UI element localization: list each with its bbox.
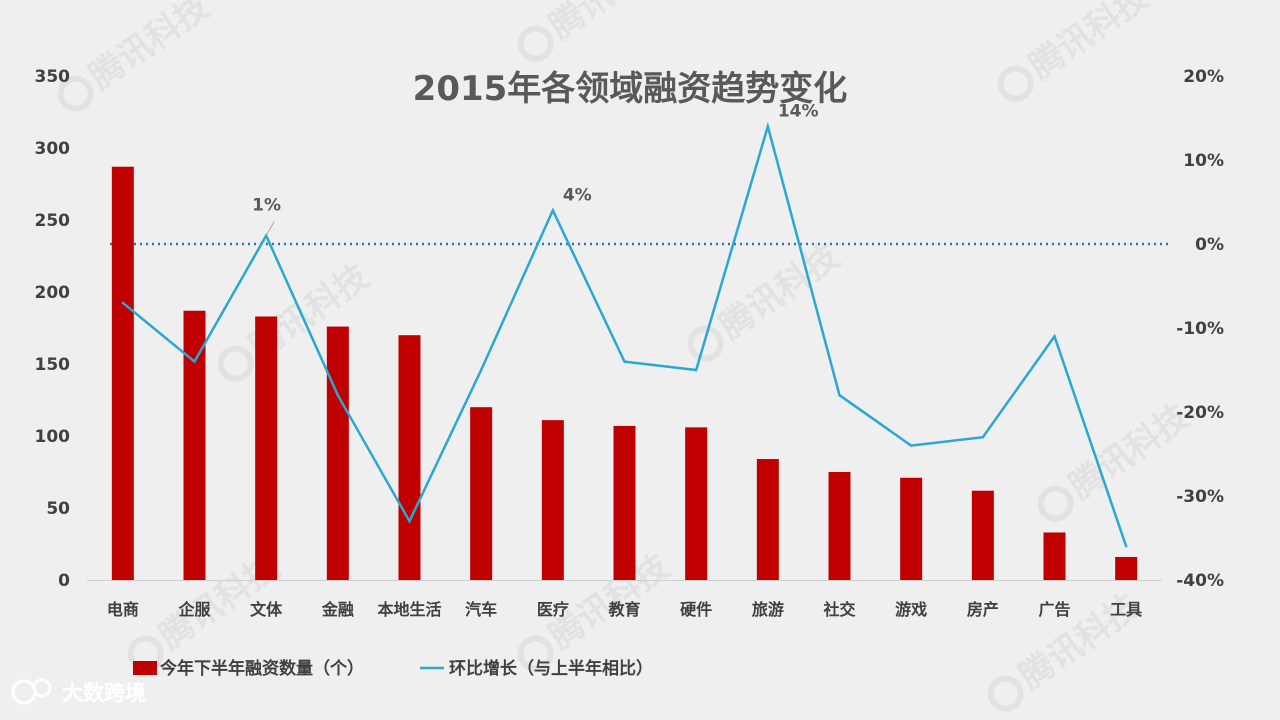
category-labels: 电商 企服 文体 金融 本地生活 汽车 医疗 教育 硬件 旅游 社交 游戏 房产 广告 工具 xyxy=(107,600,1142,619)
legend-bar-swatch xyxy=(133,661,157,675)
line-point xyxy=(623,360,626,363)
line-point xyxy=(909,444,913,447)
legend: 今年下半年融资数量（个） 环比增长（与上半年相比） xyxy=(133,658,653,679)
watermark-logo-icon xyxy=(1037,485,1074,522)
line-point xyxy=(551,209,555,212)
category-label: 社交 xyxy=(822,600,855,619)
bar xyxy=(326,326,349,580)
data-label: 4% xyxy=(563,185,592,205)
left-tick-label: 50 xyxy=(46,499,70,519)
bar xyxy=(756,459,779,580)
bar xyxy=(541,420,564,580)
bar xyxy=(900,477,923,580)
category-label: 游戏 xyxy=(895,600,927,619)
bar xyxy=(828,472,851,580)
line-series xyxy=(121,121,1128,548)
watermark-logo-icon xyxy=(997,65,1034,102)
watermark-text: 腾讯科技 xyxy=(712,237,846,348)
line-point xyxy=(1053,335,1056,338)
category-label: 硬件 xyxy=(680,600,712,619)
category-label: 医疗 xyxy=(537,600,569,619)
watermark-text: 腾讯科技 xyxy=(82,0,216,97)
legend-line-label: 环比增长（与上半年相比） xyxy=(449,658,653,679)
left-tick-label: 200 xyxy=(35,283,71,303)
watermark-logo-icon xyxy=(517,25,554,62)
watermark-logo-icon xyxy=(217,345,254,382)
left-tick-label: 100 xyxy=(35,427,71,447)
legend-bar-label: 今年下半年融资数量（个） xyxy=(160,658,364,679)
line-point xyxy=(408,520,411,523)
watermark: 腾讯科技 xyxy=(997,0,1157,102)
watermark-logo-icon xyxy=(687,325,724,362)
right-tick-label: -40% xyxy=(1176,571,1224,591)
category-label: 汽车 xyxy=(465,600,497,619)
watermark: 腾讯科技 xyxy=(687,237,847,362)
data-label: 14% xyxy=(778,101,819,121)
line-point xyxy=(479,368,483,372)
left-tick-label: 0 xyxy=(58,571,70,591)
left-tick-label: 300 xyxy=(35,139,71,159)
brand-logo-icon-dot xyxy=(32,678,52,698)
line-point xyxy=(981,436,985,439)
right-tick-label: 0% xyxy=(1195,235,1224,255)
watermark-text: 腾讯科技 xyxy=(542,0,676,47)
line-point xyxy=(121,301,125,304)
brand-logo-icon xyxy=(11,679,37,705)
category-label: 文体 xyxy=(250,600,283,619)
bar-series xyxy=(111,166,1138,580)
data-label: 1% xyxy=(252,196,281,216)
category-label: 广告 xyxy=(1038,600,1070,619)
line-point xyxy=(193,360,196,363)
line-point xyxy=(766,125,770,128)
bar xyxy=(255,316,278,580)
category-label: 企服 xyxy=(177,600,211,619)
bar xyxy=(685,427,708,580)
brand-logo-text: 大数跨境 xyxy=(62,681,146,705)
right-tick-label: -30% xyxy=(1176,487,1224,507)
category-label: 金融 xyxy=(321,600,354,619)
line-point xyxy=(694,368,698,372)
watermark-text: 腾讯科技 xyxy=(1022,0,1156,87)
watermark: 腾讯科技 xyxy=(517,0,677,62)
category-label: 旅游 xyxy=(752,600,784,619)
bar xyxy=(613,425,636,580)
category-label: 工具 xyxy=(1110,600,1142,619)
bar xyxy=(183,310,206,580)
chart-title: 2015年各领域融资趋势变化 xyxy=(413,69,848,109)
left-tick-label: 150 xyxy=(35,355,71,375)
bar xyxy=(470,407,493,580)
category-label: 房产 xyxy=(967,600,999,619)
right-tick-label: -10% xyxy=(1176,319,1224,339)
watermark-logo-icon xyxy=(57,75,94,112)
left-axis: 0 50 100 150 200 250 300 350 xyxy=(35,67,71,591)
line-point xyxy=(336,394,340,397)
watermark-logo-icon xyxy=(517,635,554,672)
bar xyxy=(398,335,421,580)
right-tick-label: -20% xyxy=(1176,403,1224,423)
left-tick-label: 350 xyxy=(35,67,71,87)
line-point xyxy=(838,394,841,397)
watermark: 腾讯科技 xyxy=(57,0,217,112)
left-tick-label: 250 xyxy=(35,211,71,231)
category-label: 电商 xyxy=(107,600,139,619)
bar xyxy=(1115,556,1138,580)
category-label: 本地生活 xyxy=(377,600,441,619)
data-labels: 1% 4% 14% xyxy=(252,101,819,236)
watermark-logo-icon xyxy=(987,675,1024,712)
line-point xyxy=(1124,545,1128,548)
right-tick-label: 20% xyxy=(1183,67,1224,87)
watermark: 腾讯科技 xyxy=(217,257,377,382)
right-tick-label: 10% xyxy=(1183,151,1224,171)
category-label: 教育 xyxy=(608,600,640,619)
bar xyxy=(971,490,994,580)
bar xyxy=(111,166,134,580)
brand-logo: 大数跨境 xyxy=(11,678,146,705)
data-label-leader xyxy=(265,221,275,236)
bar xyxy=(1043,532,1066,580)
right-axis: -40% -30% -20% -10% 0% 10% 20% xyxy=(1176,67,1224,591)
